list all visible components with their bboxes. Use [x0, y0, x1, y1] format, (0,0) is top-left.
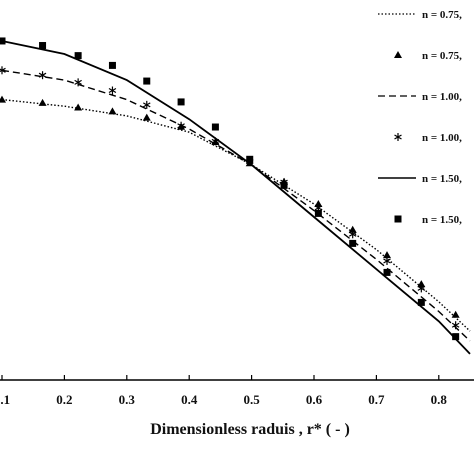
data-point [383, 257, 391, 266]
data-point [142, 100, 151, 109]
data-point [348, 230, 357, 239]
legend-label: n = 1.00, [422, 91, 462, 103]
x-tick-label: 0.5 [243, 392, 260, 407]
data-point [383, 251, 392, 259]
data-point [108, 86, 117, 95]
plot-markers [0, 37, 460, 341]
data-point [74, 78, 82, 87]
data-point [383, 268, 391, 276]
x-tick-label: 0.7 [368, 392, 385, 407]
plot-lines [1, 40, 471, 355]
data-point [38, 98, 47, 106]
legend-label: n = 1.50, [422, 173, 462, 185]
x-tick-label: 0.3 [119, 392, 136, 407]
data-point [417, 284, 426, 293]
data-point [0, 37, 6, 45]
data-point [348, 225, 357, 233]
data-point [211, 137, 220, 146]
x-axis-label: Dimensionless raduis , r* ( - ) [150, 421, 350, 438]
data-point [142, 113, 151, 121]
data-point [0, 66, 6, 75]
data-point [74, 52, 82, 60]
data-point [0, 95, 6, 103]
data-point [417, 298, 425, 306]
data-point [108, 61, 116, 69]
legend: n = 0.75, n = 0.75, n = 1.00, n = 1.00, n = … [378, 9, 462, 226]
x-tick-label: 0.1 [0, 392, 10, 407]
data-point [143, 77, 151, 85]
data-point [108, 107, 117, 115]
legend-label: n = 0.75, [422, 50, 462, 62]
legend-marker-1 [394, 51, 402, 58]
legend-marker-5 [394, 215, 402, 223]
data-point [211, 123, 219, 131]
legend-label: n = 1.00, [422, 132, 462, 144]
data-point [38, 71, 47, 80]
legend-label: n = 0.75, [422, 9, 462, 21]
data-point [314, 209, 322, 217]
x-tick-label: 0.8 [431, 392, 448, 407]
data-point [39, 42, 47, 50]
x-ticks: 0.1 0.2 0.3 0.4 0.5 0.6 0.7 0.8 [0, 375, 447, 407]
series-line-2 [1, 69, 471, 342]
data-point [246, 155, 254, 163]
data-point [177, 121, 185, 130]
data-point [452, 333, 460, 341]
legend-label: n = 1.50, [422, 214, 462, 226]
data-point [280, 181, 288, 189]
data-point [74, 103, 83, 111]
data-point [177, 98, 185, 106]
x-tick-label: 0.4 [181, 392, 198, 407]
data-point [417, 280, 426, 288]
x-tick-label: 0.6 [306, 392, 323, 407]
series-line-4 [1, 40, 471, 355]
legend-marker-3 [394, 133, 402, 141]
data-point [451, 310, 460, 318]
data-point [349, 239, 357, 247]
x-tick-label: 0.2 [56, 392, 72, 407]
series-line-0 [1, 98, 471, 332]
data-point [451, 321, 460, 330]
data-point [314, 199, 323, 207]
